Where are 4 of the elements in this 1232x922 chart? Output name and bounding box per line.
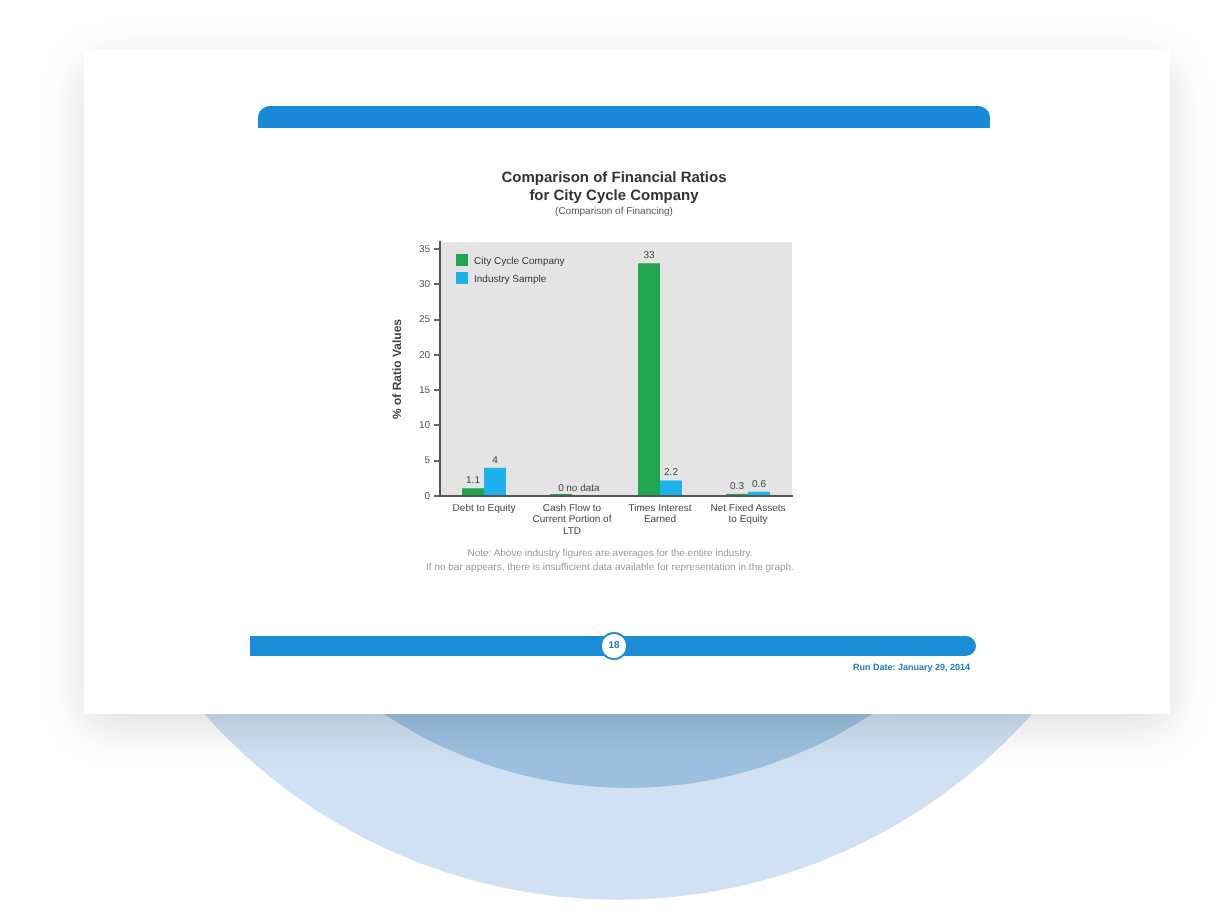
bar bbox=[660, 480, 682, 495]
bar bbox=[484, 467, 506, 495]
bar bbox=[638, 263, 660, 495]
bar bbox=[462, 488, 484, 495]
